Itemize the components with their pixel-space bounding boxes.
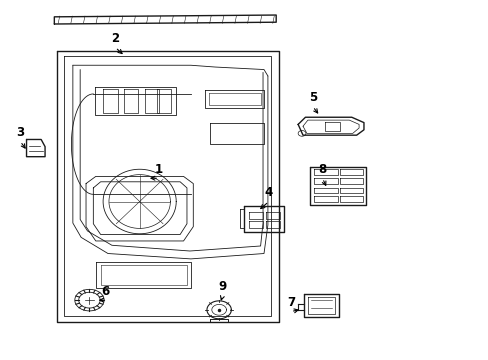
Text: 6: 6: [101, 285, 109, 298]
Text: 4: 4: [264, 186, 272, 199]
Text: 7: 7: [286, 296, 294, 309]
Text: 5: 5: [308, 91, 316, 104]
Text: 9: 9: [218, 280, 226, 293]
Text: 2: 2: [111, 32, 119, 45]
Text: 1: 1: [155, 163, 163, 176]
Text: 8: 8: [318, 163, 326, 176]
Text: 3: 3: [16, 126, 24, 139]
